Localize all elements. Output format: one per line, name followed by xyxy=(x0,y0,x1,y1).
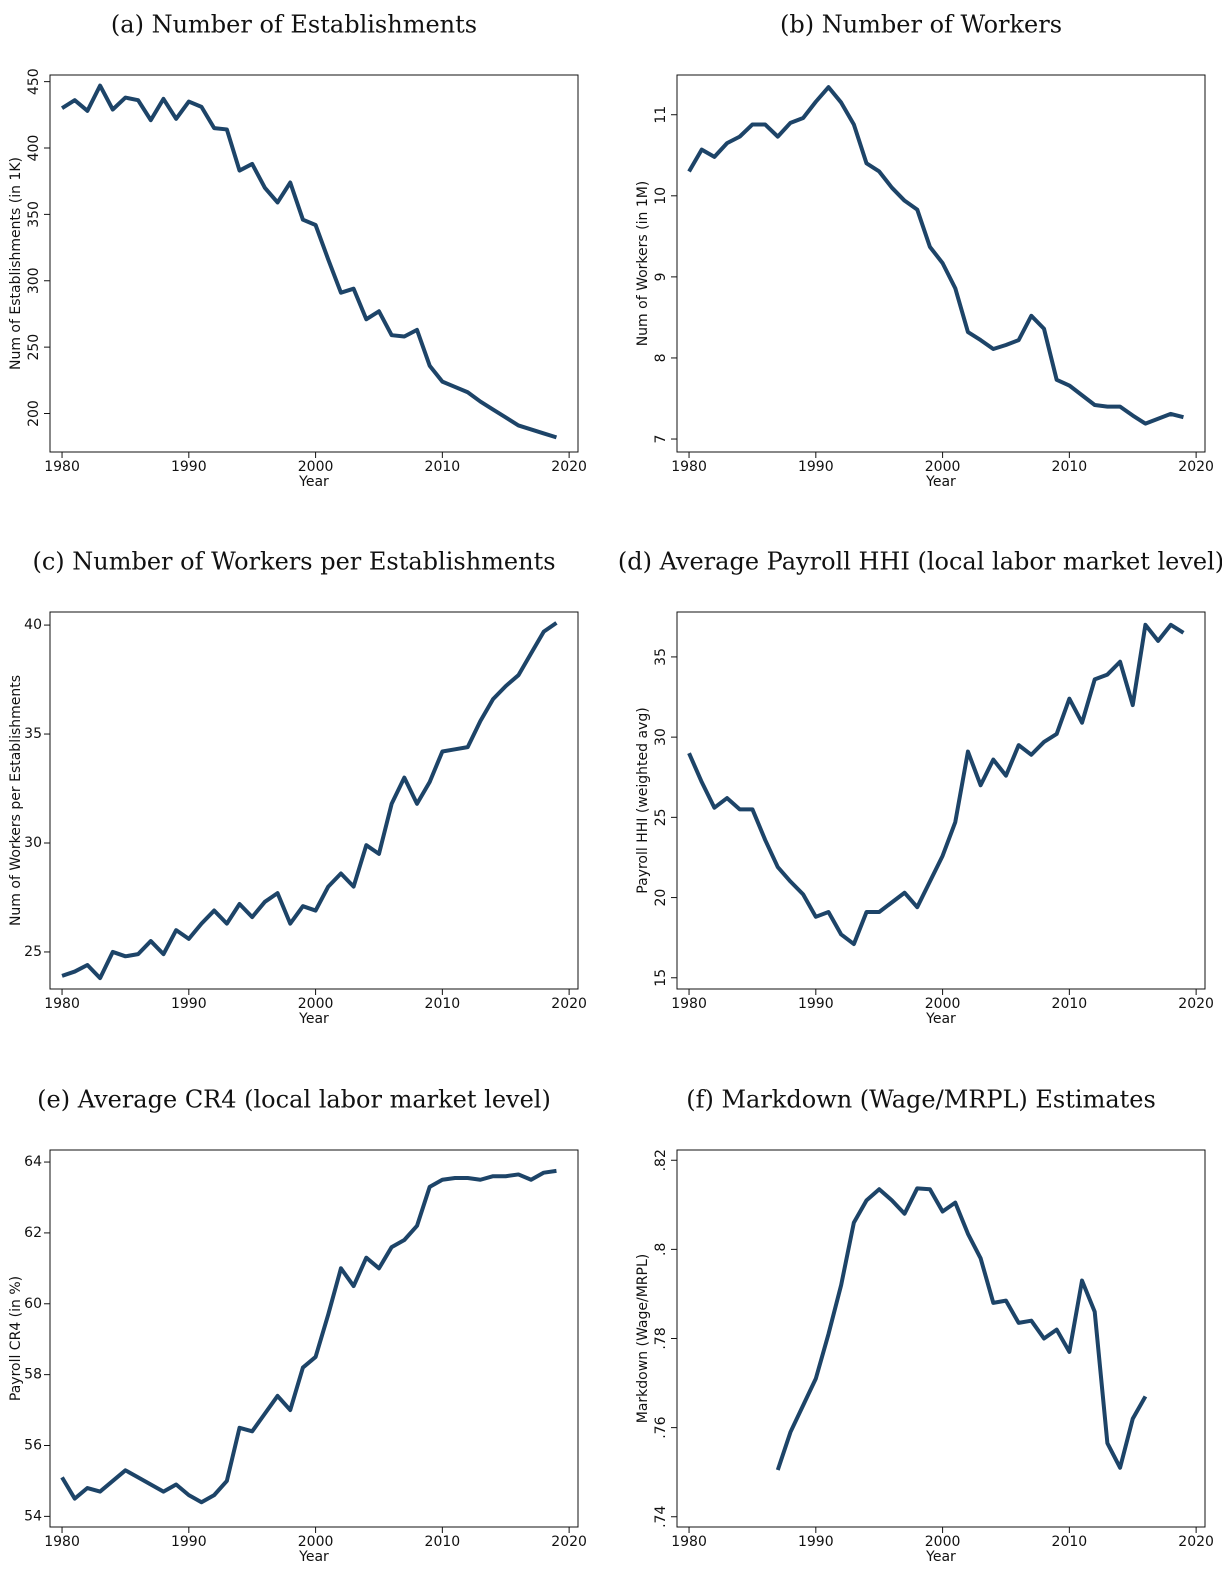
x-tick-label: 2020 xyxy=(1178,1534,1214,1550)
x-tick-label: 2010 xyxy=(425,996,461,1012)
x-tick-label: 2020 xyxy=(551,996,587,1012)
y-tick-label: 450 xyxy=(26,68,42,95)
x-axis-title: Year xyxy=(298,1549,329,1565)
y-tick-label: 350 xyxy=(26,201,42,228)
y-tick-label: 10 xyxy=(653,187,669,205)
data-line xyxy=(61,621,558,981)
x-tick-label: 2000 xyxy=(298,459,334,475)
x-tick-label: 1980 xyxy=(671,1534,707,1550)
x-tick-label: 1990 xyxy=(171,459,207,475)
chart-title: (c) Number of Workers per Establishments xyxy=(32,548,555,576)
y-tick-label: 25 xyxy=(653,808,669,826)
x-tick-label: 1990 xyxy=(798,1534,834,1550)
x-tick-label: 1980 xyxy=(44,1534,80,1550)
x-tick-label: 2020 xyxy=(551,1534,587,1550)
x-tick-label: 1990 xyxy=(798,996,834,1012)
data-line xyxy=(687,85,1184,426)
x-tick-label: 1990 xyxy=(171,996,207,1012)
x-tick-label: 2000 xyxy=(298,1534,334,1550)
x-tick-label: 2020 xyxy=(1178,459,1214,475)
data-line xyxy=(60,83,558,440)
x-tick-label: 2010 xyxy=(1052,996,1088,1012)
x-tick-label: 1980 xyxy=(44,996,80,1012)
y-axis-title: Num of Workers (in 1M) xyxy=(635,181,651,347)
y-tick-label: .74 xyxy=(653,1506,669,1528)
chart-title: (f) Markdown (Wage/MRPL) Estimates xyxy=(686,1086,1156,1114)
x-tick-label: 2000 xyxy=(925,459,961,475)
chart-title: (a) Number of Establishments xyxy=(111,11,477,39)
y-tick-label: .76 xyxy=(653,1416,669,1438)
y-tick-label: .8 xyxy=(653,1243,669,1256)
data-line xyxy=(60,1168,557,1505)
x-tick-label: 2000 xyxy=(298,996,334,1012)
data-line xyxy=(775,1186,1148,1471)
plot-frame xyxy=(49,1149,579,1528)
x-tick-label: 2010 xyxy=(425,459,461,475)
y-tick-label: 60 xyxy=(24,1296,42,1312)
x-axis-title: Year xyxy=(925,1549,956,1565)
plot-frame xyxy=(49,611,579,990)
x-tick-label: 2000 xyxy=(925,1534,961,1550)
x-axis-title: Year xyxy=(298,474,329,490)
y-tick-label: 20 xyxy=(653,889,669,907)
y-tick-label: 15 xyxy=(653,969,669,987)
y-tick-label: 25 xyxy=(24,944,42,960)
x-tick-label: 1980 xyxy=(44,459,80,475)
y-tick-label: 7 xyxy=(653,435,669,444)
plot-frame xyxy=(676,611,1206,990)
x-tick-label: 2020 xyxy=(1178,996,1214,1012)
data-line xyxy=(687,622,1185,947)
y-axis-title: Payroll CR4 (in %) xyxy=(8,1276,24,1401)
y-tick-label: 30 xyxy=(653,728,669,746)
y-tick-label: 54 xyxy=(24,1508,42,1524)
y-tick-label: 11 xyxy=(653,106,669,124)
y-axis-title: Num of Workers per Establishments xyxy=(8,675,24,926)
y-axis-title: Num of Establishments (in 1K) xyxy=(8,157,24,370)
y-tick-label: 64 xyxy=(24,1154,42,1170)
x-tick-label: 2020 xyxy=(551,459,587,475)
y-tick-label: 40 xyxy=(24,617,42,633)
plot-frame xyxy=(676,74,1206,453)
x-tick-label: 1980 xyxy=(671,996,707,1012)
plot-frame xyxy=(49,74,579,453)
y-tick-label: 400 xyxy=(26,135,42,162)
x-tick-label: 2000 xyxy=(925,996,961,1012)
y-tick-label: 200 xyxy=(26,400,42,427)
x-tick-label: 2010 xyxy=(1052,459,1088,475)
y-axis-title: Markdown (Wage/MRPL) xyxy=(635,1254,651,1423)
x-axis-title: Year xyxy=(298,1011,329,1027)
y-tick-label: 35 xyxy=(653,648,669,666)
y-tick-label: 8 xyxy=(653,353,669,362)
y-tick-label: 35 xyxy=(24,726,42,742)
y-tick-label: 58 xyxy=(24,1367,42,1383)
x-tick-label: 1980 xyxy=(671,459,707,475)
x-tick-label: 1990 xyxy=(798,459,834,475)
x-axis-title: Year xyxy=(925,474,956,490)
chart-title: (d) Average Payroll HHI (local labor mar… xyxy=(618,548,1222,576)
y-tick-label: 9 xyxy=(653,272,669,281)
chart-title: (b) Number of Workers xyxy=(780,11,1062,39)
chart-title: (e) Average CR4 (local labor market leve… xyxy=(37,1086,551,1114)
y-tick-label: 300 xyxy=(26,267,42,294)
x-axis-title: Year xyxy=(925,1011,956,1027)
x-tick-label: 1990 xyxy=(171,1534,207,1550)
y-tick-label: 250 xyxy=(26,334,42,361)
y-tick-label: .82 xyxy=(653,1149,669,1171)
y-tick-label: 30 xyxy=(24,835,42,851)
x-tick-label: 2010 xyxy=(1052,1534,1088,1550)
x-tick-label: 2010 xyxy=(425,1534,461,1550)
y-axis-title: Payroll HHI (weighted avg) xyxy=(635,707,651,893)
y-tick-label: 62 xyxy=(24,1225,42,1241)
y-tick-label: .78 xyxy=(653,1327,669,1349)
y-tick-label: 56 xyxy=(24,1438,42,1454)
